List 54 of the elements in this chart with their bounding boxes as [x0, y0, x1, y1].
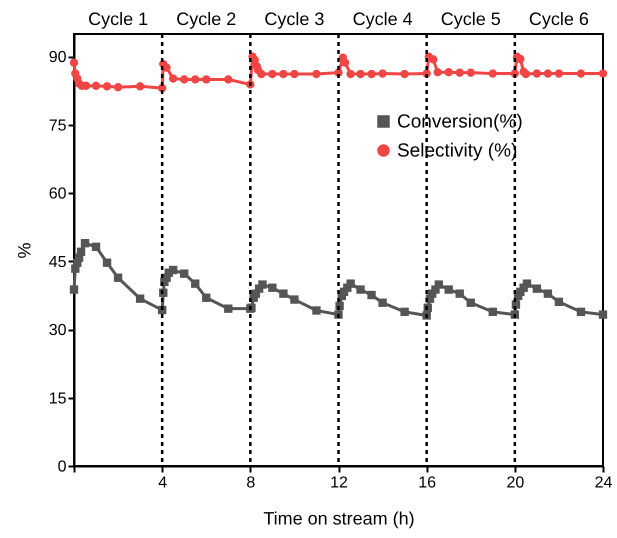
- x-tick-label: 24: [594, 474, 612, 492]
- y-tick-label: 75: [48, 117, 67, 134]
- text: Cycle 4: [352, 9, 413, 29]
- point: [444, 68, 453, 76]
- point: [356, 70, 365, 78]
- x-tick-label: 4: [158, 474, 168, 492]
- point: [180, 75, 188, 84]
- x-tick-label: 16: [418, 474, 436, 492]
- y-tick-label: 0: [58, 458, 67, 476]
- point: [367, 70, 376, 78]
- point: [532, 69, 542, 78]
- text: Cycle 2: [176, 9, 236, 29]
- point: [554, 69, 564, 78]
- point: [488, 69, 497, 78]
- point: [136, 82, 144, 90]
- point: [92, 82, 100, 90]
- text: Cycle 1: [88, 9, 148, 29]
- point: [202, 75, 210, 84]
- point: [576, 69, 586, 78]
- point: [169, 74, 178, 83]
- point: [268, 70, 277, 78]
- point: [400, 70, 409, 78]
- point: [114, 83, 122, 92]
- point: [102, 82, 112, 90]
- point: [224, 75, 232, 84]
- x-tick-label: 12: [330, 474, 348, 492]
- text: Cycle 3: [264, 9, 324, 29]
- x-tick-label: 20: [506, 474, 524, 492]
- y-tick-label: 30: [48, 322, 67, 340]
- point: [191, 75, 200, 84]
- point: [522, 70, 530, 78]
- point: [466, 68, 475, 77]
- text: Cycle 5: [440, 9, 501, 29]
- point: [378, 69, 387, 78]
- y-axis-title: %: [14, 242, 35, 259]
- point: [346, 70, 355, 78]
- y-tick-label: 45: [48, 254, 67, 271]
- point: [312, 70, 321, 78]
- y-tick-label: 90: [48, 49, 67, 66]
- point: [70, 58, 78, 67]
- point: [434, 68, 442, 76]
- point: [429, 55, 438, 64]
- point: [456, 68, 464, 77]
- x-tick-label: 8: [246, 474, 256, 492]
- point: [544, 69, 552, 78]
- y-tick-label: 15: [48, 390, 67, 408]
- point: [290, 70, 299, 78]
- point: [598, 69, 608, 78]
- text: Cycle 6: [528, 9, 589, 29]
- y-tick-label: 60: [48, 186, 67, 203]
- x-axis-title: Time on stream (h): [263, 508, 415, 528]
- legend-label: Conversion(%): [397, 112, 523, 132]
- point: [257, 70, 266, 78]
- point: [279, 70, 288, 78]
